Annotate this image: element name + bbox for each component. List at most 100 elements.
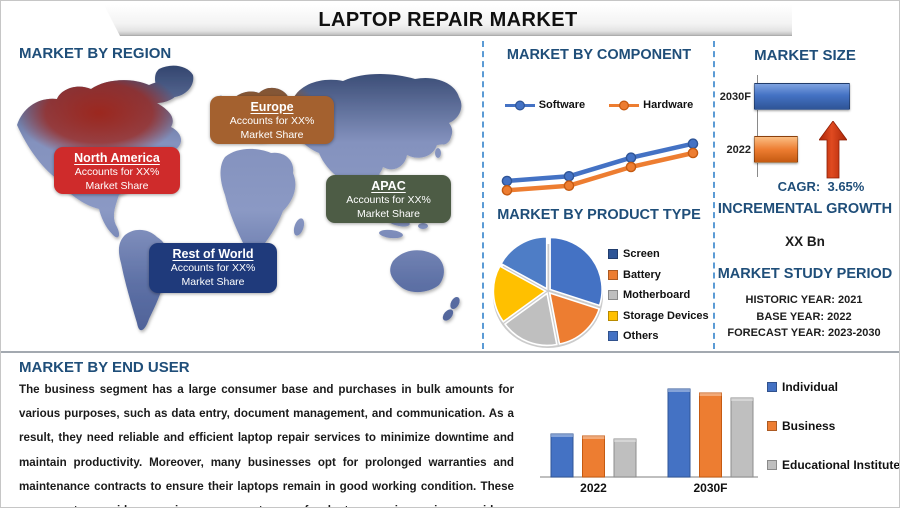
bar-educational-institutes (730, 397, 754, 478)
pie-slice-battery (548, 291, 601, 345)
legend-swatch (767, 421, 777, 431)
legend-item: Battery (608, 265, 709, 286)
pie-slice-screen (549, 236, 603, 307)
cagr-number: 3.65% (827, 179, 865, 194)
bar-highlight (699, 393, 722, 396)
callout-title: Europe (250, 100, 294, 114)
component-line-chart (501, 138, 699, 196)
legend-swatch (608, 290, 618, 301)
callout-line: Market Share (181, 276, 245, 288)
legend-label: Storage Devices (623, 309, 709, 322)
callout-title: APAC (371, 179, 406, 193)
market-size-bar-label: 2030F (719, 90, 751, 103)
callout-line: Accounts for XX% (229, 115, 315, 127)
legend-swatch (767, 460, 777, 470)
title-banner: LAPTOP REPAIR MARKET (104, 5, 792, 36)
study-period-line: HISTORIC YEAR: 2021 (745, 294, 863, 306)
market-size-axis (757, 75, 758, 177)
component-line-legend: Software Hardware (488, 99, 710, 111)
line-legend-swatch (609, 99, 640, 111)
end-user-heading: MARKET BY END USER (19, 359, 190, 376)
line-marker (563, 180, 575, 192)
cagr-label: CAGR: (777, 179, 821, 194)
callout-line: Market Share (85, 180, 149, 192)
legend-item: Business (767, 419, 899, 433)
callout-line: Market Share (240, 129, 304, 141)
legend-label: Others (623, 330, 659, 343)
legend-item: Screen (608, 244, 709, 265)
incremental-growth-value: XX Bn (785, 234, 825, 249)
market-size-bar-chart: 2030F 2022 (714, 73, 896, 179)
legend-label: Hardware (643, 99, 694, 111)
callout-title: North America (74, 151, 160, 165)
callout-line: Accounts for XX% (346, 194, 431, 206)
market-size-bar-row: 2030F (714, 83, 850, 110)
legend-label: Business (782, 419, 836, 433)
line-marker (563, 171, 575, 182)
market-size-bar-row: 2022 (714, 136, 798, 163)
line-marker (625, 152, 637, 164)
legend-item: Hardware (609, 99, 693, 111)
region-callout: North America Accounts for XX% Market Shar… (54, 147, 180, 194)
separator-vertical-2 (713, 41, 715, 349)
product-pie-legend: Screen Battery Motherboard Storage Devices O… (608, 244, 709, 347)
legend-item: Storage Devices (608, 306, 709, 327)
legend-label: Motherboard (623, 289, 691, 302)
legend-item: Motherboard (608, 285, 709, 306)
legend-swatch (608, 331, 618, 342)
line-marker (687, 138, 699, 150)
separator-vertical-1 (482, 41, 484, 349)
line-marker (501, 185, 513, 196)
legend-swatch (767, 382, 777, 392)
line-marker (625, 161, 637, 173)
legend-swatch (608, 269, 618, 280)
legend-label: Individual (782, 380, 839, 394)
component-heading: MARKET BY COMPONENT (506, 47, 692, 63)
bar-highlight (614, 439, 636, 442)
bar-highlight (582, 436, 605, 439)
study-period-line: FORECAST YEAR: 2023-2030 (727, 327, 881, 339)
pie-slice-others (500, 235, 548, 291)
line-legend-swatch (504, 99, 535, 111)
bar-highlight (731, 398, 753, 401)
bar-educational-institutes (613, 438, 637, 478)
bar-individual (550, 433, 574, 478)
legend-swatch (608, 249, 618, 260)
legend-swatch (608, 310, 618, 321)
bar-group-label: 2030F (693, 481, 727, 495)
market-size-bar (754, 83, 850, 110)
callout-line: Market Share (356, 208, 421, 220)
page-title: LAPTOP REPAIR MARKET (318, 9, 578, 31)
region-callout: APAC Accounts for XX% Market Share (326, 175, 451, 223)
line-series (504, 150, 696, 193)
incremental-growth-heading: INCREMENTAL GROWTH (717, 201, 893, 217)
legend-label: Educational Institutes (782, 458, 900, 472)
legend-item: Educational Institutes (767, 458, 900, 472)
product-pie-chart (492, 235, 603, 348)
separator-horizontal (1, 351, 899, 353)
callout-title: Rest of World (172, 247, 254, 261)
bar-business (699, 392, 722, 478)
bar-highlight (551, 434, 573, 437)
legend-item: Software (504, 99, 586, 111)
bar-highlight (668, 389, 690, 392)
legend-label: Battery (623, 268, 661, 281)
region-heading: MARKET BY REGION (19, 45, 172, 62)
end-user-paragraph: The business segment has a large consume… (19, 383, 514, 507)
line-series (504, 141, 696, 184)
line-marker (501, 175, 513, 187)
study-period-line: BASE YEAR: 2022 (756, 310, 852, 323)
region-callout: Europe Accounts for XX% Market Share (210, 96, 334, 144)
legend-label: Software (538, 99, 586, 111)
legend-label: Screen (623, 248, 660, 261)
study-period-lines: HISTORIC YEAR: 2021 BASE YEAR: 2022 FORECA… (704, 292, 899, 342)
pie-slice-storage-devices (492, 265, 547, 323)
legend-item: Others (608, 326, 709, 347)
cagr-value: CAGR: 3.65% (746, 179, 896, 194)
bar-individual (667, 388, 691, 478)
product-heading: MARKET BY PRODUCT TYPE (497, 207, 701, 223)
end-user-legend: Individual Business Educational Institutes (767, 380, 900, 498)
market-size-bar (754, 136, 798, 163)
growth-arrow-icon (819, 121, 847, 179)
